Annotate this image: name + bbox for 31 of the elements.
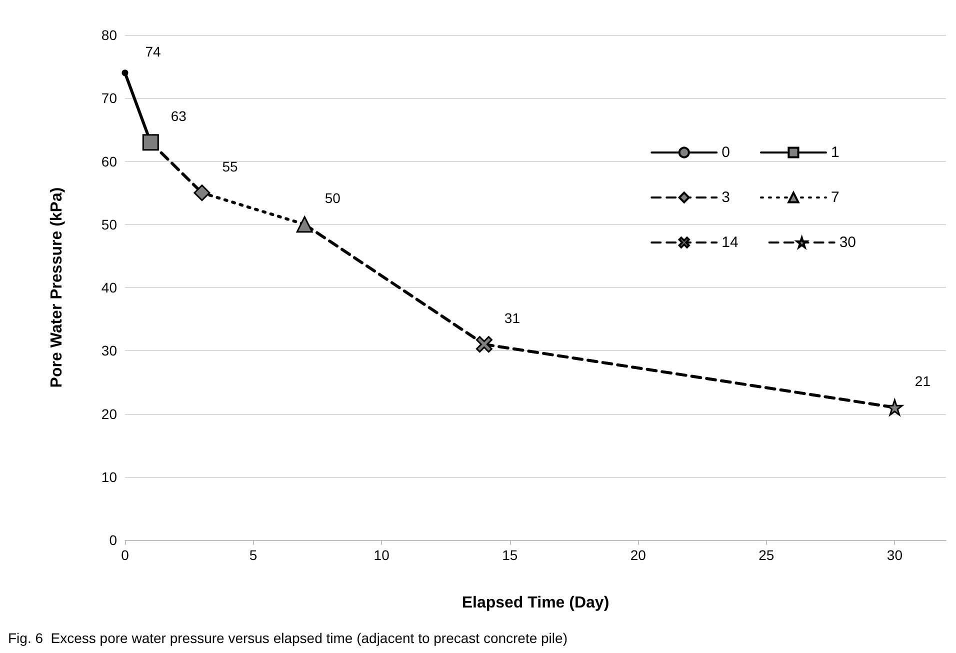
legend-label: 30: [839, 234, 856, 251]
x-tick-label: 15: [502, 547, 518, 563]
x-tick-label: 10: [374, 547, 390, 563]
y-tick-label: 10: [101, 468, 118, 485]
legend-label: 3: [722, 189, 730, 206]
x-axis-title: Elapsed Time (Day): [462, 594, 610, 612]
data-label: 31: [504, 310, 520, 326]
y-tick-label: 40: [101, 280, 118, 296]
x-tick-label: 25: [758, 547, 774, 563]
data-label: 21: [914, 373, 931, 390]
caption: Fig. 6 Excess pore water pressure versus elapsed time (adjacent to precast concrete pile): [8, 630, 568, 646]
data-label: 63: [170, 108, 187, 124]
legend-label: 7: [830, 189, 840, 206]
x-tick-label: 0: [121, 547, 130, 563]
legend-label: 1: [830, 144, 840, 161]
y-tick-label: 50: [101, 216, 118, 232]
x-tick-label: 20: [630, 547, 646, 563]
data-label: 50: [324, 190, 341, 206]
data-label: 55: [222, 158, 238, 175]
y-tick-label: 60: [101, 153, 118, 170]
legend-label: 0: [722, 144, 730, 161]
y-tick-label: 30: [101, 342, 118, 359]
y-tick-label: 70: [101, 90, 118, 106]
x-tick-label: 30: [886, 547, 903, 563]
legend-label: 14: [722, 234, 738, 251]
y-tick-label: 80: [101, 27, 118, 43]
x-tick-label: 5: [249, 547, 258, 563]
y-tick-label: 20: [101, 406, 118, 422]
y-tick-label: 0: [109, 532, 118, 548]
y-axis-title: Pore Water Pressure (kPa): [48, 187, 66, 388]
data-label: 74: [145, 44, 161, 60]
